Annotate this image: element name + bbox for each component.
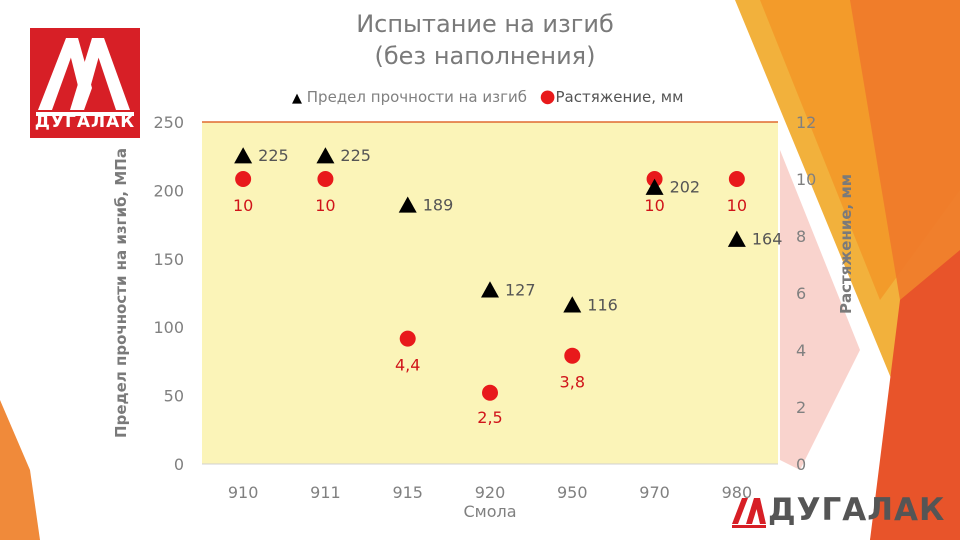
legend-series-1: Предел прочности на изгиб [306, 88, 527, 106]
legend: ▲ Предел прочности на изгиб ●Растяжение,… [292, 86, 683, 107]
triangle-label-4: 116 [587, 295, 618, 314]
chart-title: Испытание на изгиб [356, 10, 614, 38]
triangle-label-5: 202 [670, 178, 701, 197]
circle-point-2 [399, 330, 416, 347]
legend-series-2: Растяжение, мм [555, 88, 684, 106]
y2-axis-title: Растяжение, мм [837, 174, 855, 314]
y-tick-label-1: 50 [164, 387, 184, 406]
y2-tick-label-0: 0 [796, 455, 806, 474]
legend-triangle-icon: ▲ [292, 91, 302, 106]
triangle-label-1: 225 [340, 146, 371, 165]
y-tick-label-0: 0 [174, 455, 184, 474]
circle-point-4 [564, 347, 581, 364]
triangle-label-6: 164 [752, 230, 783, 249]
triangle-label-0: 225 [258, 146, 289, 165]
logo-text: ДУГАЛАК [34, 112, 136, 132]
circle-label-3: 2,5 [477, 408, 502, 427]
triangle-point-0 [234, 147, 253, 164]
y-tick-label-5: 250 [153, 113, 184, 132]
triangle-point-2 [398, 196, 417, 213]
circle-point-3 [482, 384, 498, 401]
circle-point-1 [317, 171, 334, 187]
circle-label-0: 10 [233, 196, 253, 215]
footer-logo-mark-icon [732, 498, 766, 528]
triangle-point-4 [563, 296, 582, 313]
x-tick-label-2: 915 [392, 483, 423, 502]
footer-logo-text: ДУГАЛАК [768, 492, 946, 528]
circle-point-6 [728, 171, 745, 187]
legend-circle-icon: ● [539, 86, 556, 107]
y2-tick-label-4: 8 [796, 227, 806, 246]
company-logo: ДУГАЛАК [30, 28, 140, 138]
y2-tick-label-5: 10 [796, 170, 816, 189]
triangle-point-6 [727, 230, 746, 247]
triangle-label-3: 127 [505, 280, 536, 299]
x-axis-title: Смола [463, 502, 516, 521]
circle-point-0 [235, 171, 252, 187]
y-axis-title: Предел прочности на изгиб, МПа [112, 148, 130, 438]
x-tick-label-6: 980 [722, 483, 753, 502]
x-tick-label-4: 950 [557, 483, 588, 502]
circle-label-1: 10 [315, 196, 335, 215]
chart-subtitle: (без наполнения) [374, 42, 596, 70]
footer-logo: ДУГАЛАК [732, 492, 946, 528]
y2-tick-label-2: 4 [796, 341, 806, 360]
y-tick-label-4: 200 [153, 181, 184, 200]
triangle-point-5 [645, 178, 664, 195]
circle-label-4: 3,8 [560, 373, 585, 392]
y2-tick-label-3: 6 [796, 284, 806, 303]
x-tick-label-3: 920 [475, 483, 506, 502]
triangle-label-2: 189 [423, 195, 454, 214]
triangle-point-1 [316, 147, 335, 164]
y2-tick-label-1: 2 [796, 398, 806, 417]
x-tick-label-1: 911 [310, 483, 341, 502]
logo-mark-icon [36, 38, 134, 116]
circle-label-2: 4,4 [395, 356, 420, 375]
y2-tick-label-6: 12 [796, 113, 816, 132]
y-tick-label-3: 150 [153, 250, 184, 269]
triangle-point-3 [481, 281, 499, 298]
circle-label-5: 10 [644, 196, 664, 215]
x-tick-label-0: 910 [228, 483, 259, 502]
x-tick-label-5: 970 [639, 483, 670, 502]
y-tick-label-2: 100 [153, 318, 184, 337]
circle-label-6: 10 [727, 196, 747, 215]
